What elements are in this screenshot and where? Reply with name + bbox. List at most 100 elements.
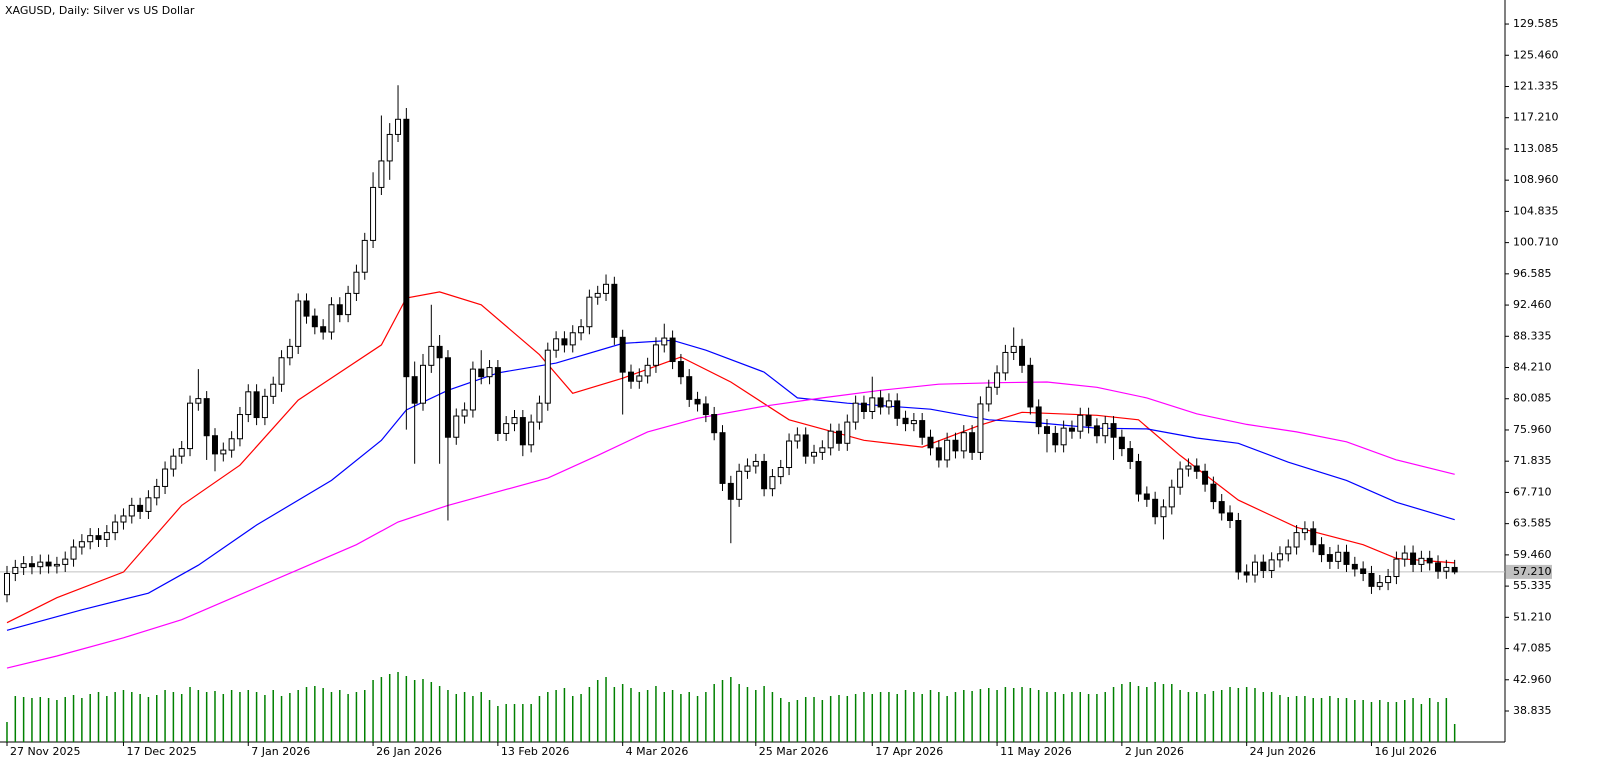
candle-body xyxy=(786,440,793,469)
candle-body xyxy=(419,364,426,404)
candle-body xyxy=(370,186,377,241)
candle-body xyxy=(303,300,310,317)
candle-body xyxy=(544,349,551,404)
y-tick-label: 121.335 xyxy=(1513,79,1559,92)
y-tick-label: 42.960 xyxy=(1513,673,1552,686)
candle-body xyxy=(1451,566,1458,573)
x-tick-label: 27 Nov 2025 xyxy=(10,745,80,758)
candle-body xyxy=(187,402,194,450)
y-tick-label: 88.335 xyxy=(1513,329,1552,342)
candle-body xyxy=(1360,568,1367,574)
candle-body xyxy=(1210,483,1217,503)
candle-body xyxy=(619,336,626,373)
candle-body xyxy=(694,398,701,405)
candle-body xyxy=(835,430,842,444)
y-tick-label: 104.835 xyxy=(1513,204,1559,217)
candle-body xyxy=(461,409,468,417)
candle-body xyxy=(78,541,85,548)
candle-body xyxy=(869,397,876,412)
candle-body xyxy=(20,563,27,568)
candle-body xyxy=(253,391,260,419)
candle-body xyxy=(1110,423,1117,438)
candle-body xyxy=(919,420,926,438)
candle-body xyxy=(1443,566,1450,572)
y-tick-label: 100.710 xyxy=(1513,236,1559,249)
x-tick-label: 24 Jun 2026 xyxy=(1250,745,1316,758)
candle-body xyxy=(1202,470,1209,485)
candle-body xyxy=(1235,520,1242,573)
candle-body xyxy=(944,439,951,461)
candle-body xyxy=(1193,465,1200,472)
candle-body xyxy=(361,239,368,273)
candle-body xyxy=(711,414,718,434)
candle-body xyxy=(270,383,277,397)
candle-body xyxy=(1002,351,1009,374)
candle-body xyxy=(1385,576,1392,584)
candle-body xyxy=(395,118,402,135)
x-tick-label: 25 Mar 2026 xyxy=(759,745,829,758)
candle-body xyxy=(353,271,360,294)
candle-body xyxy=(1326,554,1333,562)
y-tick-label: 117.210 xyxy=(1513,111,1559,124)
x-tick-label: 4 Mar 2026 xyxy=(626,745,689,758)
candle-body xyxy=(486,367,493,378)
candle-body xyxy=(794,434,801,442)
candle-body xyxy=(952,439,959,452)
y-tick-label: 129.585 xyxy=(1513,17,1559,30)
candle-body xyxy=(1135,460,1142,495)
candle-body xyxy=(128,504,135,517)
y-tick-label: 113.085 xyxy=(1513,142,1559,155)
candle-body xyxy=(336,304,343,316)
candle-body xyxy=(877,397,884,408)
candle-body xyxy=(511,417,518,425)
candle-body xyxy=(586,296,593,328)
candle-body xyxy=(70,546,77,560)
candle-body xyxy=(677,361,684,378)
candle-body xyxy=(45,561,52,567)
candle-body xyxy=(178,448,185,457)
candle-body xyxy=(1127,448,1134,462)
candle-body xyxy=(844,421,851,444)
chart-title: XAGUSD, Daily: Silver vs US Dollar xyxy=(5,4,195,17)
candle-body xyxy=(652,344,659,366)
candle-body xyxy=(378,160,385,188)
candle-body xyxy=(969,432,976,453)
candle-body xyxy=(1093,425,1100,437)
candle-body xyxy=(578,326,585,334)
candle-body xyxy=(561,338,568,346)
candle-body xyxy=(1293,532,1300,548)
candle-body xyxy=(594,292,601,298)
candle-body xyxy=(736,470,743,500)
candle-body xyxy=(195,398,202,404)
candle-body xyxy=(1027,364,1034,408)
candle-body xyxy=(1426,557,1433,564)
candle-body xyxy=(669,337,676,363)
candle-body xyxy=(1418,557,1425,565)
candle-body xyxy=(1401,552,1408,560)
last-price-label: 57.210 xyxy=(1513,565,1552,578)
candle-body xyxy=(885,400,892,408)
y-tick-label: 51.210 xyxy=(1513,610,1552,623)
candle-body xyxy=(236,414,243,440)
candle-body xyxy=(3,572,10,596)
y-tick-label: 92.460 xyxy=(1513,298,1552,311)
y-tick-label: 67.710 xyxy=(1513,485,1552,498)
candle-body xyxy=(627,371,634,382)
candle-body xyxy=(1276,553,1283,561)
last-price-box xyxy=(1506,564,1552,579)
candle-body xyxy=(95,535,102,540)
candle-body xyxy=(28,563,35,568)
candle-body xyxy=(1343,551,1350,565)
candle-body xyxy=(727,482,734,500)
candle-body xyxy=(802,434,809,457)
candle-body xyxy=(203,398,210,437)
candle-body xyxy=(752,460,759,467)
candle-body xyxy=(411,376,418,404)
candle-body xyxy=(719,432,726,484)
x-tick-label: 17 Apr 2026 xyxy=(875,745,943,758)
candle-body xyxy=(1351,563,1358,570)
candle-body xyxy=(827,430,834,449)
candle-body xyxy=(761,460,768,490)
